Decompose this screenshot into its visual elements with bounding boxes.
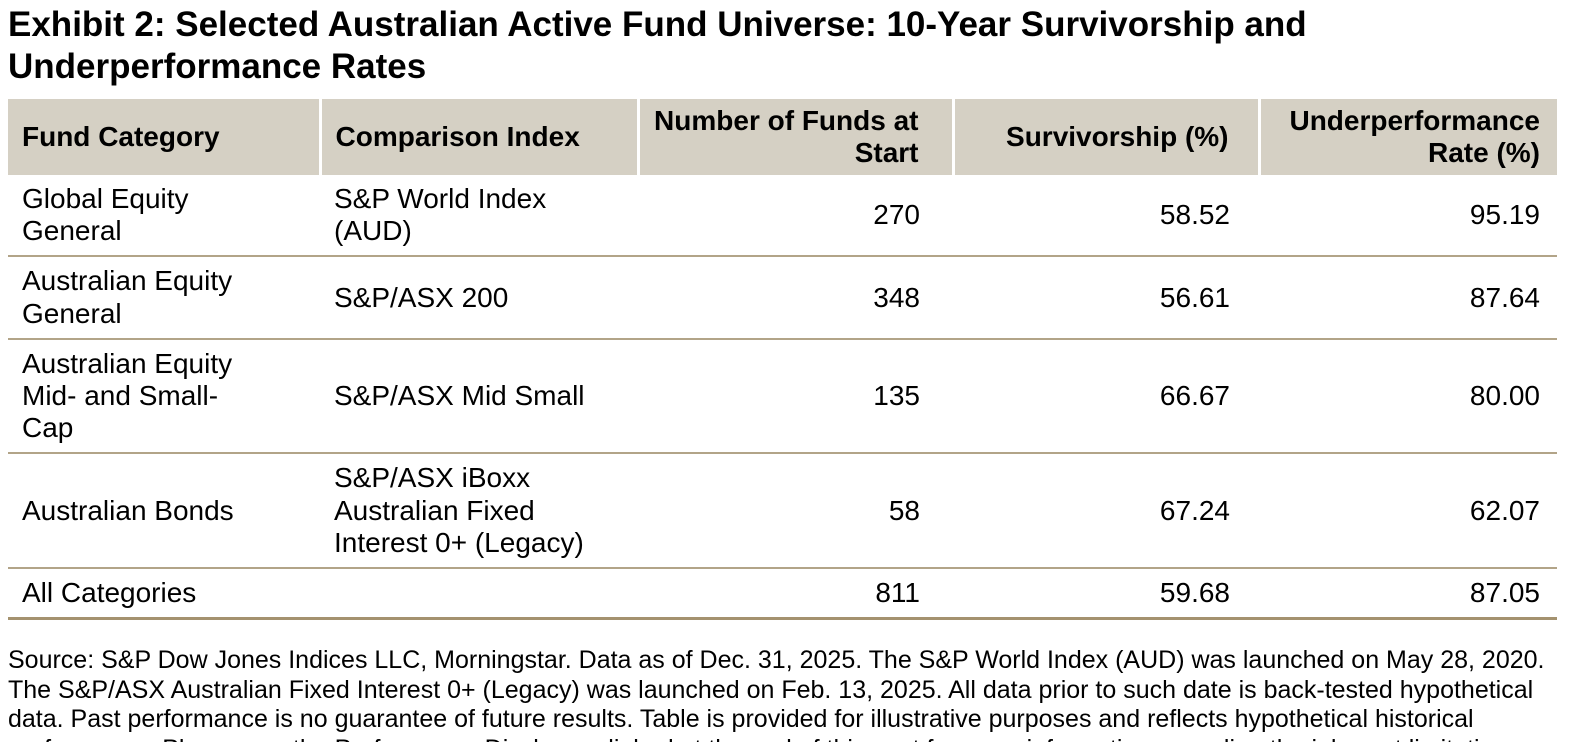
exhibit-title: Exhibit 2: Selected Australian Active Fu… — [8, 5, 1307, 87]
cell-survivorship: 59.68 — [953, 567, 1259, 619]
column-header-comparison-index: Comparison Index — [318, 98, 638, 176]
fund-survivorship-table: Fund Category Comparison Index Number of… — [8, 98, 1557, 620]
table-header: Fund Category Comparison Index Number of… — [8, 98, 1557, 176]
cell-funds-at-start: 348 — [638, 256, 953, 339]
table-row: Australian Equity Mid- and Small-Cap S&P… — [8, 338, 1557, 454]
cell-fund-category-text: Australian Equity General — [22, 265, 233, 329]
cell-fund-category-text: Australian Bonds — [22, 494, 234, 526]
cell-comparison-index: S&P/ASX Mid Small — [320, 338, 638, 454]
cell-comparison-index — [320, 567, 638, 619]
cell-underperformance-rate: 87.05 — [1259, 567, 1557, 619]
cell-funds-at-start: 270 — [638, 175, 953, 257]
cell-fund-category-text: Global Equity General — [22, 183, 189, 247]
cell-comparison-index-text: S&P/ASX Mid Small — [334, 380, 585, 411]
column-header-funds-at-start: Number of Funds at Start — [636, 98, 953, 176]
cell-comparison-index: S&P/ASX 200 — [320, 256, 638, 339]
cell-underperformance-rate: 62.07 — [1259, 453, 1557, 568]
cell-comparison-index-text: S&P/ASX iBoxx Australian Fixed Interest … — [334, 462, 584, 558]
table-row: Global Equity General S&P World Index (A… — [8, 175, 1557, 257]
cell-funds-at-start: 58 — [638, 453, 953, 568]
column-header-survivorship: Survivorship (%) — [951, 98, 1259, 176]
cell-survivorship: 56.61 — [953, 256, 1259, 339]
cell-fund-category: All Categories — [8, 567, 320, 619]
cell-comparison-index: S&P/ASX iBoxx Australian Fixed Interest … — [320, 453, 638, 568]
cell-survivorship: 58.52 — [953, 175, 1259, 257]
cell-fund-category: Australian Bonds — [8, 453, 320, 568]
cell-survivorship: 66.67 — [953, 338, 1259, 454]
cell-fund-category: Global Equity General — [8, 175, 320, 257]
cell-fund-category: Australian Equity Mid- and Small-Cap — [8, 338, 320, 454]
table-row: Australian Bonds S&P/ASX iBoxx Australia… — [8, 453, 1557, 568]
cell-fund-category: Australian Equity General — [8, 256, 320, 339]
cell-survivorship: 67.24 — [953, 453, 1259, 568]
cell-comparison-index: S&P World Index (AUD) — [320, 175, 638, 257]
table-header-row: Fund Category Comparison Index Number of… — [8, 98, 1557, 176]
source-note: Source: S&P Dow Jones Indices LLC, Morni… — [8, 646, 1545, 742]
cell-underperformance-rate: 95.19 — [1259, 175, 1557, 257]
cell-comparison-index-text: S&P/ASX 200 — [334, 281, 509, 313]
cell-funds-at-start: 811 — [638, 567, 953, 619]
cell-comparison-index-text: S&P World Index (AUD) — [334, 183, 547, 247]
column-header-fund-category: Fund Category — [8, 98, 320, 176]
column-header-underperformance-rate: Underperformance Rate (%) — [1257, 98, 1557, 176]
table-row-total: All Categories 811 59.68 87.05 — [8, 567, 1557, 619]
cell-underperformance-rate: 80.00 — [1259, 338, 1557, 454]
table-row: Australian Equity General S&P/ASX 200 34… — [8, 256, 1557, 339]
cell-fund-category-text: All Categories — [22, 576, 197, 608]
cell-fund-category-text: Australian Equity Mid- and Small-Cap — [22, 347, 233, 444]
cell-underperformance-rate: 87.64 — [1259, 256, 1557, 339]
cell-funds-at-start: 135 — [638, 338, 953, 454]
table-body: Global Equity General S&P World Index (A… — [8, 175, 1557, 619]
